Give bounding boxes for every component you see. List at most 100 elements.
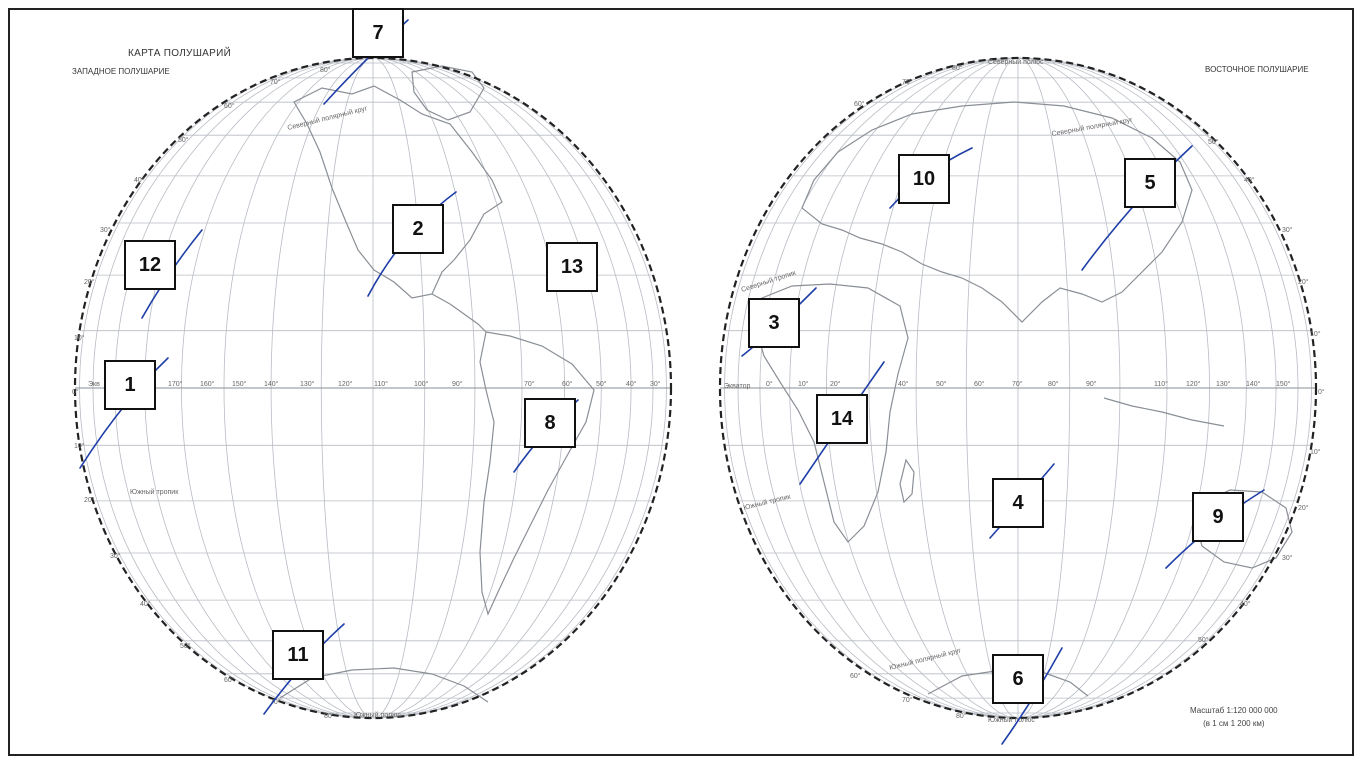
west-lon-label: 130° — [300, 380, 315, 388]
indonesia-coast — [1103, 397, 1225, 427]
marker-box-14[interactable]: 14 — [816, 394, 868, 444]
east-lon-label: 0° — [766, 380, 773, 388]
marker-box-8[interactable]: 8 — [524, 398, 576, 448]
marker-box-9[interactable]: 9 — [1192, 492, 1244, 542]
east-lat-label: 80° — [956, 712, 967, 720]
map-scale-note: (в 1 см 1 200 км) — [1203, 719, 1265, 728]
west-coastlines — [279, 65, 595, 703]
west-lon-label: 60° — [562, 380, 573, 388]
west-lat-label: 20° — [84, 278, 95, 286]
marker-box-6[interactable]: 6 — [992, 654, 1044, 704]
east-arctic-circle-label: Северный полярный круг — [1051, 116, 1134, 138]
east-lat-label: 40° — [1244, 176, 1255, 184]
west-lon-label: 40° — [626, 380, 637, 388]
east-lon-label: 20° — [830, 380, 841, 388]
east-lon-label: 120° — [1186, 380, 1201, 388]
east-lat-label: 50° — [1208, 138, 1219, 146]
east-lon-label: 90° — [1086, 380, 1097, 388]
east-lon-label: 40° — [898, 380, 909, 388]
hemispheres-map: Южный полюс Северный полярный круг Южный… — [72, 19, 1325, 745]
east-equator-label: Экватор — [724, 383, 750, 390]
west-lat-label: 10° — [74, 334, 85, 342]
west-lat-label: 80° — [320, 66, 331, 74]
west-lat-label: 20° — [84, 496, 95, 504]
east-lat-label: 60° — [850, 672, 861, 680]
west-lat-label: 30° — [110, 552, 121, 560]
east-hemisphere-outline — [718, 56, 1318, 720]
west-tropic-south-label: Южный тропик — [130, 488, 179, 496]
map-title: КАРТА ПОЛУШАРИЙ — [128, 48, 232, 59]
west-lon-label: 90° — [452, 380, 463, 388]
map-frame: Южный полюс Северный полярный круг Южный… — [8, 8, 1354, 756]
east-lat-label: 50° — [1198, 636, 1209, 644]
west-lon-label: 100° — [414, 380, 429, 388]
west-lat-label: 40° — [134, 176, 145, 184]
west-lon-label: 170° — [168, 380, 183, 388]
east-hemisphere-title: ВОСТОЧНОЕ ПОЛУШАРИЕ — [1205, 65, 1309, 74]
greenland-coast — [411, 65, 485, 121]
marker-box-10[interactable]: 10 — [898, 154, 950, 204]
south-america-coast — [479, 331, 595, 616]
east-lon-label: 110° — [1154, 380, 1168, 388]
west-arctic-circle-label: Северный полярный круг — [287, 104, 369, 132]
marker-box-2[interactable]: 2 — [392, 204, 444, 254]
west-lat-label: 30° — [100, 226, 111, 234]
east-lat-label: 30° — [1282, 554, 1293, 562]
marker-box-7[interactable]: 7 — [352, 8, 404, 58]
north-america-coast — [293, 85, 503, 299]
map-scale: Масштаб 1:120 000 000 (в 1 см 1 200 км) — [1190, 704, 1278, 730]
west-lat-label: 10° — [74, 442, 85, 450]
marker-box-3[interactable]: 3 — [748, 298, 800, 348]
west-south-pole-label: Южный полюс — [354, 711, 401, 719]
madagascar-coast — [899, 458, 915, 504]
east-lat-label: 30° — [1282, 226, 1293, 234]
marker-box-12[interactable]: 12 — [124, 240, 176, 290]
east-lat-label: 20° — [1298, 504, 1309, 512]
west-lat-label: 80° — [324, 712, 335, 720]
east-lat-label: 80° — [952, 64, 963, 72]
east-lon-label: 80° — [1048, 380, 1059, 388]
east-lon-label: 60° — [974, 380, 985, 388]
west-lon-label: 50° — [596, 380, 607, 388]
east-tropic-north-label: Северный тропик — [740, 268, 797, 293]
west-lon-label: 110° — [374, 380, 388, 388]
west-lat-label: 40° — [140, 600, 151, 608]
east-lat-label: 60° — [854, 100, 865, 108]
east-lon-label: 50° — [936, 380, 947, 388]
marker-box-11[interactable]: 11 — [272, 630, 324, 680]
graticule — [75, 57, 1316, 719]
east-lon-label: 70° — [1012, 380, 1023, 388]
east-lat-label: 0° — [1318, 388, 1325, 396]
west-equator-label: Экв — [88, 381, 100, 388]
west-lon-label: 150° — [232, 380, 247, 388]
east-lon-label: 10° — [798, 380, 809, 388]
east-lat-label: 40° — [1240, 600, 1251, 608]
west-lon-label: 30° — [650, 380, 661, 388]
east-lat-label: 10° — [1310, 330, 1321, 338]
east-lon-label: 150° — [1276, 380, 1291, 388]
east-lon-label: 130° — [1216, 380, 1231, 388]
west-lat-label: 70° — [270, 78, 281, 86]
marker-box-1[interactable]: 1 — [104, 360, 156, 410]
east-lat-label: 10° — [1310, 448, 1321, 456]
west-lat-label: 70° — [270, 698, 281, 706]
map-scale-ratio: Масштаб 1:120 000 000 — [1190, 706, 1278, 715]
east-lat-label: 70° — [902, 696, 913, 704]
west-hemisphere-title: ЗАПАДНОЕ ПОЛУШАРИЕ — [72, 67, 170, 76]
east-map-labels: Северный полюс Южный полюс Северный поля… — [724, 58, 1325, 724]
marker-box-4[interactable]: 4 — [992, 478, 1044, 528]
west-lat-label: 0° — [72, 388, 79, 396]
west-lat-label: 50° — [180, 642, 191, 650]
east-south-pole-label: Южный полюс — [988, 716, 1035, 724]
east-lat-label: 20° — [1298, 278, 1309, 286]
east-tropic-south-label: Южный тропик — [743, 492, 793, 512]
west-lon-label: 120° — [338, 380, 353, 388]
east-antarctic-circle-label: Южный полярный круг — [889, 646, 963, 672]
west-hemisphere-outline — [73, 56, 673, 720]
marker-box-13[interactable]: 13 — [546, 242, 598, 292]
africa-coast — [755, 283, 909, 543]
west-lat-label: 60° — [224, 676, 235, 684]
marker-box-5[interactable]: 5 — [1124, 158, 1176, 208]
west-lat-label: 60° — [224, 102, 235, 110]
west-lon-label: 160° — [200, 380, 215, 388]
